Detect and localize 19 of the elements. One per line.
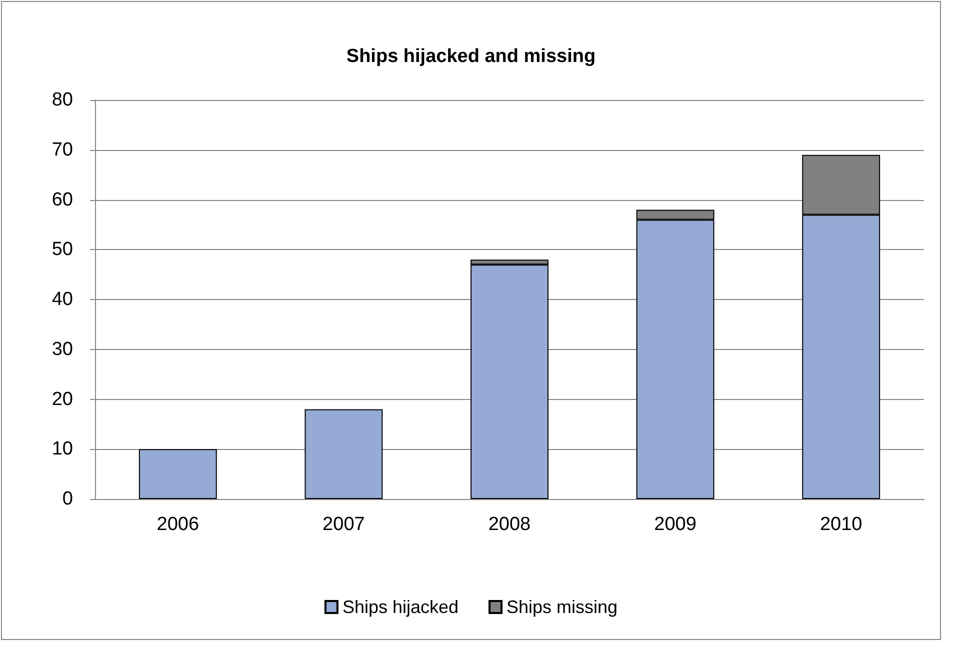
y-tick-label: 0 — [62, 488, 73, 510]
y-tick-label: 30 — [52, 338, 73, 360]
y-tick-label: 80 — [52, 90, 73, 110]
bar — [304, 409, 383, 499]
x-tick-label: 2006 — [156, 514, 200, 535]
y-tick-label: 50 — [52, 239, 73, 260]
x-tick-label: 2007 — [322, 514, 365, 535]
x-tick-label: 2010 — [820, 514, 862, 535]
bar — [138, 449, 217, 499]
legend-label: Ships missing — [506, 597, 618, 617]
chart-title: Ships hijacked and missing — [346, 46, 596, 67]
y-tick-label: 70 — [52, 139, 73, 160]
y-tick-label: 20 — [52, 388, 73, 410]
x-tick-label: 2008 — [488, 514, 531, 535]
y-tick-label: 10 — [52, 438, 73, 460]
legend-label: Ships hijacked — [342, 597, 459, 617]
y-tick-label: 40 — [52, 289, 73, 310]
x-tick-label: 2009 — [654, 514, 696, 535]
y-tick-label: 60 — [52, 189, 73, 210]
